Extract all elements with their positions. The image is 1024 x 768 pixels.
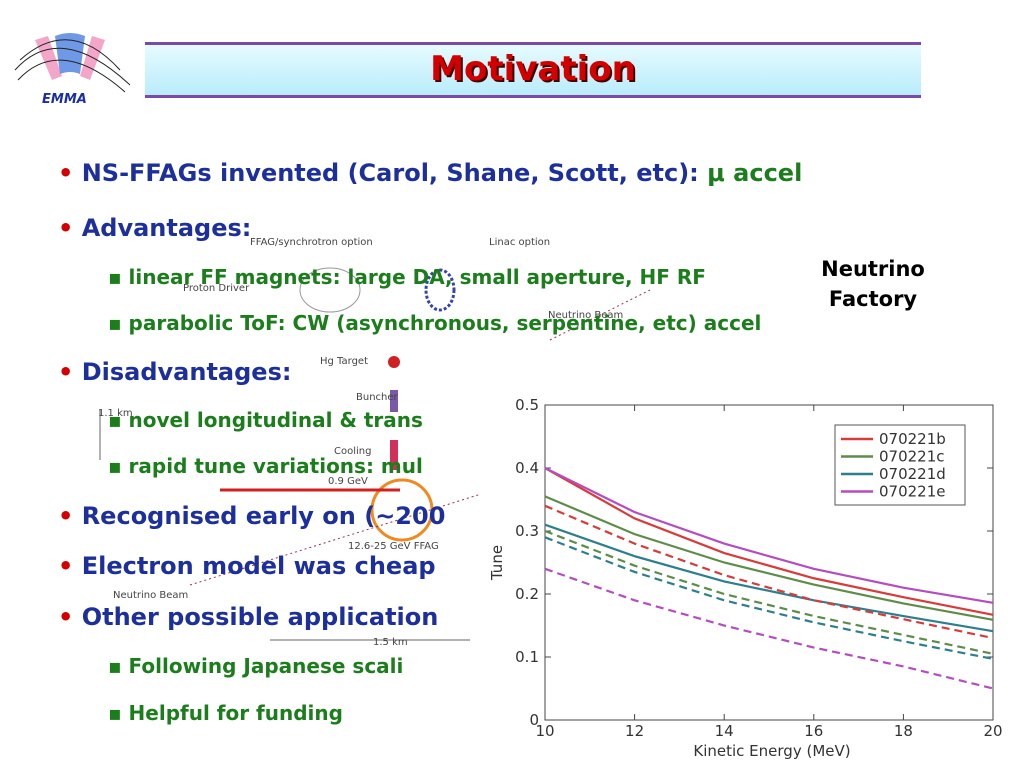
y-tick-label: 0.2 (515, 585, 539, 603)
bullet-accent: μ accel (707, 159, 803, 187)
diagram-label: Hg Target (320, 356, 368, 367)
bullet-text: parabolic ToF: CW (asynchronous, serpent… (128, 311, 762, 335)
bullet: rapid tune variations: mul (108, 451, 423, 481)
y-tick-label: 0.3 (515, 522, 539, 540)
legend-label: 070221e (879, 483, 946, 501)
target (388, 356, 400, 368)
x-tick-label: 14 (715, 722, 734, 740)
bullet: novel longitudinal & trans (108, 405, 423, 435)
y-tick-label: 0.1 (515, 648, 539, 666)
legend-label: 070221d (879, 465, 946, 483)
x-tick-label: 12 (625, 722, 644, 740)
buncher (390, 390, 398, 412)
logo-magnet (55, 33, 85, 74)
series-line (544, 529, 994, 655)
bullet-text: Following Japanese scali (128, 654, 404, 678)
bullet-text: novel longitudinal & trans (128, 408, 423, 432)
logo-magnet (35, 36, 62, 80)
y-tick-label: 0 (529, 711, 539, 729)
diagram-caption: Neutrino Factory (821, 257, 925, 311)
series-line (544, 504, 994, 640)
y-axis-label: Tune (488, 545, 506, 581)
bullet-text: rapid tune variations: mul (128, 454, 423, 478)
series-line (544, 567, 994, 690)
y-tick-label: 0.4 (515, 459, 539, 477)
bullet: Recognised early on (~200 (58, 501, 446, 531)
chart: 10 12 14 16 18 20 0 0.1 0.2 0.3 0.4 0.5 Kinetic Ener… (480, 383, 1024, 768)
series-line (544, 523, 994, 633)
bullet: Following Japanese scali (108, 651, 404, 681)
title-bar (145, 42, 921, 98)
bullet-text: Electron model was cheap (81, 552, 436, 580)
bullet-text: Recognised early on (~200 (81, 502, 446, 530)
logo (14, 33, 131, 93)
series-line (544, 495, 994, 621)
bullet: Helpful for funding (108, 698, 343, 728)
x-tick-label: 10 (535, 722, 554, 740)
diagram-label: 12.6-25 GeV FFAG (348, 541, 439, 552)
bullet-text: Disadvantages: (81, 358, 292, 386)
bullet: Electron model was cheap (58, 551, 436, 581)
diagram-label: 0.9 GeV (328, 476, 368, 487)
x-tick-label: 20 (983, 722, 1002, 740)
diagram-label: FFAG/synchrotron option (250, 237, 373, 248)
bullet-text: linear FF magnets: large DA, small apert… (128, 265, 706, 289)
bullet: NS-FFAGs invented (Carol, Shane, Scott, … (58, 158, 803, 188)
slide-title: Motivation (430, 49, 636, 89)
bullet: Advantages: (58, 213, 252, 243)
diagram-label: Neutrino Beam (113, 590, 189, 601)
diagram-label: 1.5 km (373, 637, 408, 648)
bullet-text: Helpful for funding (128, 701, 343, 725)
bullet: Disadvantages: (58, 357, 292, 387)
y-tick-label: 0.5 (515, 396, 539, 414)
bullet-text: NS-FFAGs invented (Carol, Shane, Scott, … (81, 159, 699, 187)
bullet: Other possible application (58, 602, 439, 632)
legend-label: 070221c (879, 448, 945, 466)
logo-beam (14, 39, 131, 93)
x-tick-label: 18 (894, 722, 913, 740)
legend-label: 070221b (879, 430, 946, 448)
bullet-text: Advantages: (81, 214, 252, 242)
series-line (544, 536, 994, 660)
x-axis-label: Kinetic Energy (MeV) (693, 742, 850, 760)
scale-bar (99, 410, 470, 641)
bullet: linear FF magnets: large DA, small apert… (108, 262, 706, 292)
diagram-label: Buncher (356, 392, 398, 403)
x-tick-label: 16 (804, 722, 823, 740)
bullet: parabolic ToF: CW (asynchronous, serpent… (108, 308, 762, 338)
diagram-label: Linac option (489, 237, 551, 248)
logo-text: EMMA (42, 92, 87, 107)
series-line (544, 467, 994, 604)
bullet-text: Other possible application (81, 603, 439, 631)
series-line (544, 467, 994, 616)
